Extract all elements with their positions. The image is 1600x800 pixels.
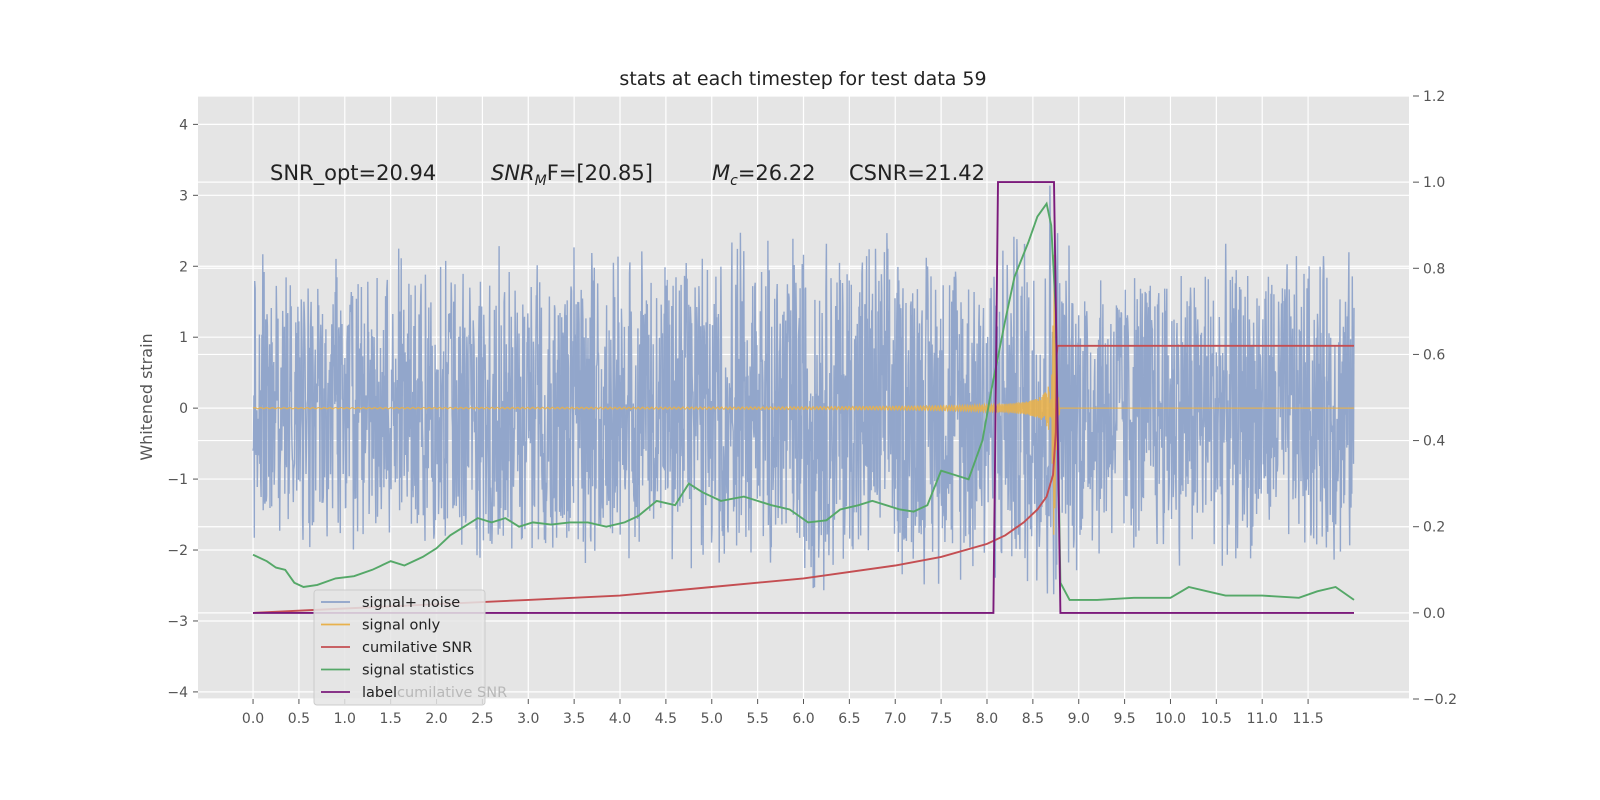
- y-tick-label: −2: [167, 543, 188, 559]
- x-tick-label: 2.0: [425, 711, 447, 727]
- y-tick-label: 4: [179, 117, 188, 133]
- y2-tick-label: 0.6: [1423, 347, 1445, 363]
- legend-ghost-text: cumilative SNR: [397, 685, 507, 701]
- legend: cumilative SNR signal+ noise signal only c…: [313, 589, 507, 706]
- x-tick-label: 1.0: [334, 711, 356, 727]
- y-tick-label: 3: [179, 188, 188, 204]
- x-tick-label: 0.5: [288, 711, 310, 727]
- y2-tick-label: 0.0: [1423, 606, 1445, 622]
- x-tick-label: 3.0: [517, 711, 539, 727]
- y-tick-label: −1: [167, 472, 188, 488]
- y2-tick-label: 1.2: [1423, 89, 1445, 105]
- y2-tick-label: 0.2: [1423, 520, 1445, 536]
- x-tick-label: 10.5: [1201, 711, 1232, 727]
- axes: 0.0 0.5 1.0 1.5 2.0 2.5 3.0 3.5 4.0 4.5 5.0 5.5 6.0 6…: [167, 89, 1457, 727]
- x-tick-label: 3.5: [563, 711, 585, 727]
- y2-tick-label: 0.4: [1423, 434, 1445, 450]
- legend-box: [313, 589, 486, 706]
- y-tick-label: 0: [179, 401, 188, 417]
- x-tick-label: 6.5: [838, 711, 860, 727]
- legend-label-cumilative-snr: cumilative SNR: [362, 640, 472, 656]
- x-tick-label: 4.0: [609, 711, 631, 727]
- series-signal-only: [252, 254, 1354, 535]
- x-tick-label: 8.0: [976, 711, 998, 727]
- x-tick-label: 2.5: [471, 711, 493, 727]
- x-tick-label: 9.0: [1068, 711, 1090, 727]
- annotation-snr-mf-rest: F=[20.85]: [547, 161, 653, 185]
- annotation-snr-mf: SNRMF=[20.85]: [491, 161, 653, 189]
- x-tick-label: 7.5: [930, 711, 952, 727]
- y2-tick-label: −0.2: [1423, 692, 1457, 708]
- annotation-chirp-mass: Mc=26.22: [712, 161, 816, 189]
- annotation-chirp-mass-sub: c: [730, 173, 738, 189]
- series-layer: [252, 181, 1355, 614]
- series-label: [253, 181, 1354, 614]
- legend-label-signal-statistics: signal statistics: [362, 663, 474, 679]
- series-signal-statistics: [252, 201, 1355, 601]
- x-tick-label: 8.5: [1022, 711, 1044, 727]
- legend-label-signal-noise: signal+ noise: [362, 595, 460, 611]
- x-tick-label: 5.0: [701, 711, 723, 727]
- series-signal-noise: [252, 185, 1355, 595]
- annotation-chirp-mass-main: M: [712, 161, 730, 185]
- x-tick-label: 9.5: [1113, 711, 1135, 727]
- x-tick-label: 7.0: [884, 711, 906, 727]
- series-cumilative-snr: [252, 344, 1354, 614]
- y2-tick-label: 0.8: [1423, 261, 1445, 277]
- annotation-csnr: CSNR=21.42: [849, 161, 985, 185]
- x-tick-label: 6.0: [792, 711, 814, 727]
- chart-title: stats at each timestep for test data 59: [619, 68, 986, 90]
- annotation-chirp-mass-rest: =26.22: [738, 161, 816, 185]
- x-tick-label: 11.5: [1292, 711, 1323, 727]
- annotation-snr-mf-sub: M: [535, 173, 547, 189]
- x-tick-label: 1.5: [380, 711, 402, 727]
- y-tick-label: 1: [179, 330, 188, 346]
- x-tick-label: 11.0: [1247, 711, 1278, 727]
- x-tick-label: 0.0: [242, 711, 264, 727]
- legend-label-signal-only: signal only: [362, 618, 441, 634]
- y-axis-label: Whitened strain: [137, 333, 156, 460]
- y-tick-label: −4: [167, 685, 188, 701]
- x-tick-label: 5.5: [746, 711, 768, 727]
- y-tick-label: −3: [167, 614, 188, 630]
- legend-label-label: label: [362, 685, 397, 701]
- annotation-snr-mf-main: SNR: [491, 161, 535, 185]
- y2-tick-label: 1.0: [1423, 175, 1445, 191]
- annotation-snr-opt: SNR_opt=20.94: [270, 161, 436, 186]
- x-tick-label: 10.0: [1155, 711, 1186, 727]
- y-tick-label: 2: [179, 259, 188, 275]
- x-tick-label: 4.5: [655, 711, 677, 727]
